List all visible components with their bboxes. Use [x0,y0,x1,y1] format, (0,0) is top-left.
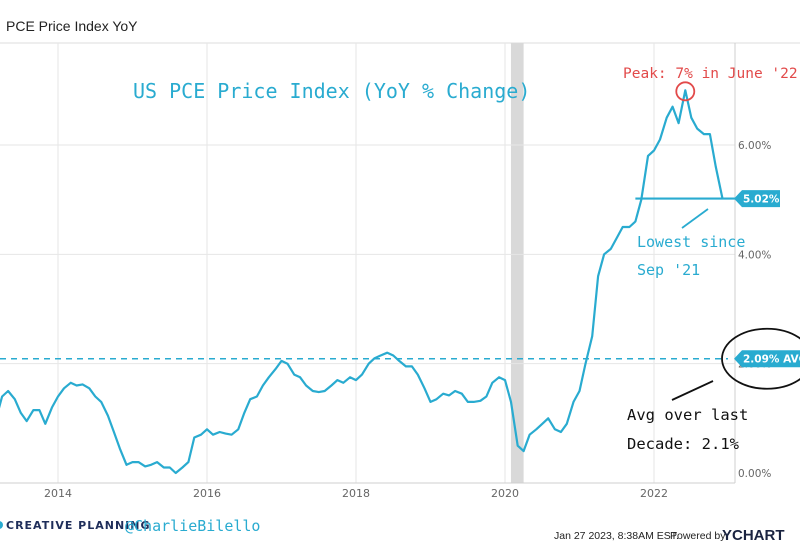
lowest-note-line1: Lowest since [637,233,745,251]
y-tick-label: 0.00% [738,468,771,480]
average-note-line1: Avg over last [627,406,748,424]
series-line-pce-yoy [0,89,724,475]
y-tick-label: 6.00% [738,140,771,152]
brand-dot-icon [0,521,3,529]
average-ellipse [721,327,800,390]
x-tick-label: 2016 [193,487,221,500]
chart-title: US PCE Price Index (YoY % Change) [133,79,530,103]
footer-handle: @CharlieBilello [125,517,260,535]
x-tick-label: 2020 [491,487,519,500]
average-note-line2: Decade: 2.1% [627,435,740,453]
y-tick-label: 4.00% [738,249,771,261]
plot-area [0,43,800,484]
x-tick-label: 2014 [44,487,72,500]
footer-timestamp: Jan 27 2023, 8:38AM EST. [554,530,679,542]
last-value-tag: 5.02% [734,190,780,208]
average-value-tag: 2.09% AVG [734,350,800,368]
peak-note: Peak: 7% in June '22 [623,66,798,82]
footer-powered-by: Powered by [670,530,726,542]
x-tick-label: 2018 [342,487,370,500]
arrow-lowest-note [681,208,709,229]
x-tick-label: 2022 [640,487,668,500]
recession-band [510,43,524,483]
page-title: PCE Price Index YoY [6,18,138,34]
grid-lines [0,43,735,483]
average-value-label: 2.09% AVG [743,354,800,366]
x-axis-ticks: 2014 2016 2018 2020 2022 [44,487,668,500]
last-value-label: 5.02% [743,194,780,206]
peak-circle [675,81,696,102]
footer-brand: CREATIVE PLANNING [6,519,151,532]
ycharts-logo: YCHART [722,527,785,544]
lowest-note-line2: Sep '21 [637,261,700,279]
footer: CREATIVE PLANNING @CharlieBilello Jan 27… [0,517,785,544]
arrow-average-note [671,380,714,401]
